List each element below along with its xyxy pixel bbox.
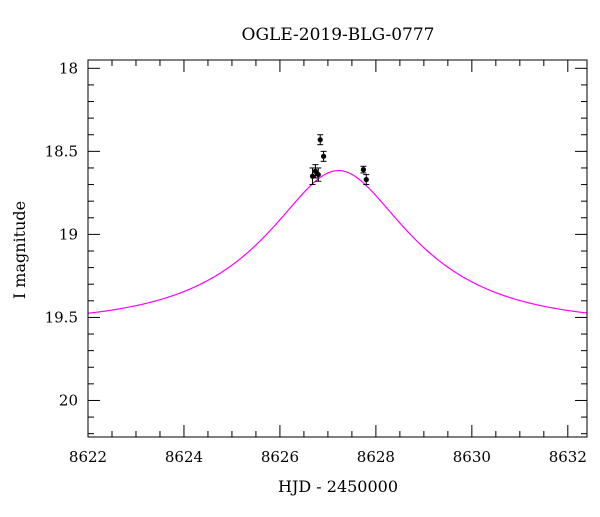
tick-labels: 8622 8624 8626 8628 8630 8632 18 18.5 19 19.5 20 [45, 59, 587, 466]
y-tick-label: 19.5 [45, 308, 78, 326]
x-tick-label: 8626 [261, 448, 299, 466]
model-curve [87, 169, 588, 314]
data-point-marker [363, 176, 369, 183]
y-tick-label: 20 [59, 391, 78, 409]
data-points-layer [309, 134, 370, 186]
data-point [309, 167, 316, 186]
data-point-marker [360, 167, 367, 173]
data-point [317, 134, 324, 146]
y-tick-label: 19 [59, 225, 78, 243]
model-curve-layer [87, 169, 588, 314]
y-axis-label: I magnitude [10, 201, 29, 299]
data-point [360, 165, 367, 174]
x-tick-label: 8632 [549, 448, 587, 466]
axis-ticks [87, 60, 587, 437]
data-point-marker [317, 137, 323, 143]
chart-title: OGLE-2019-BLG-0777 [242, 25, 435, 45]
data-point [315, 167, 322, 182]
x-tick-label: 8630 [453, 448, 491, 466]
data-point [363, 174, 370, 186]
data-point-marker [320, 153, 327, 159]
data-point [312, 164, 319, 179]
x-axis-label: HJD - 2450000 [278, 477, 398, 496]
x-tick-label: 8628 [357, 448, 395, 466]
y-tick-label: 18.5 [45, 142, 78, 160]
plot-frame [87, 59, 588, 438]
data-point-marker [315, 171, 321, 178]
x-tick-label: 8622 [69, 448, 107, 466]
data-point [320, 150, 327, 162]
x-tick-label: 8624 [165, 448, 203, 466]
y-tick-label: 18 [59, 59, 78, 77]
